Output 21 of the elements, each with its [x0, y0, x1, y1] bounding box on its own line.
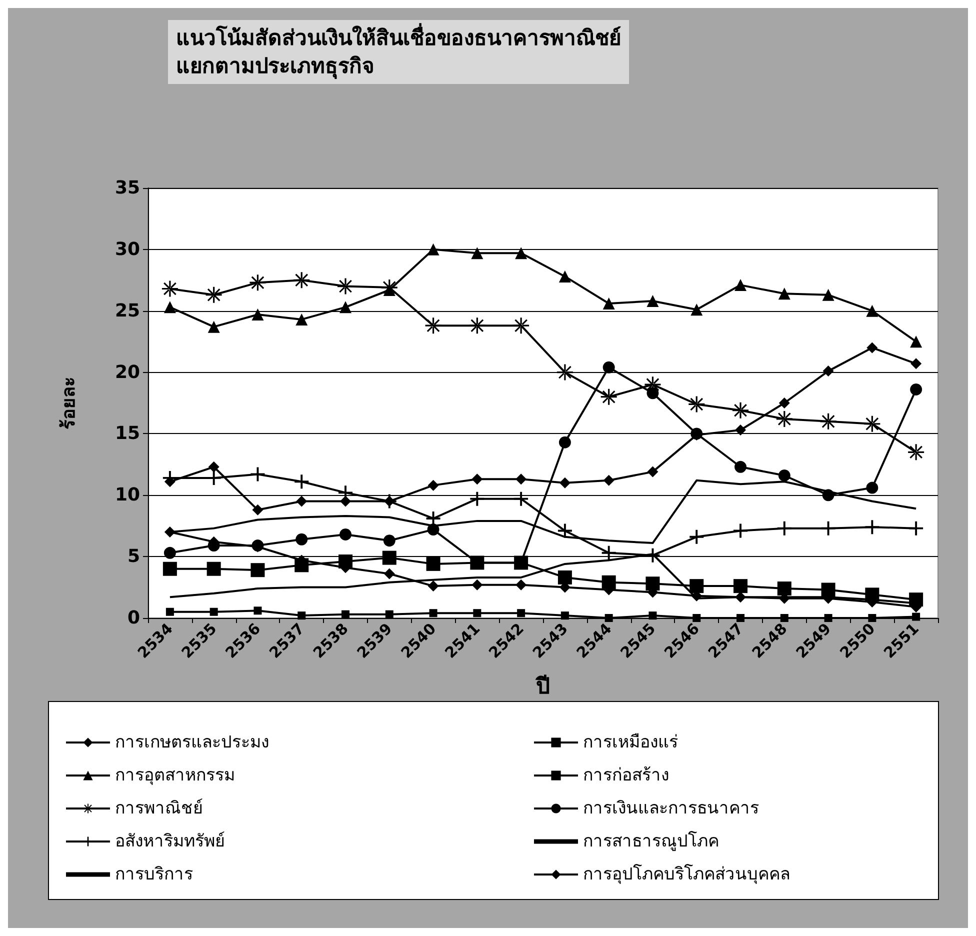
y-tick-label: 25	[114, 300, 140, 322]
legend-label: การเหมืองแร่	[583, 732, 678, 752]
y-tick-label: 15	[114, 423, 140, 444]
y-tick-label: 30	[114, 238, 140, 260]
legend-label: การก่อสร้าง	[583, 766, 669, 786]
y-tick-label: 5	[127, 546, 140, 568]
chart-title: แนวโน้มสัดส่วนเงินให้สินเชื่อของธนาคารพาณิชย์ แยกตามประเภทธุรกิจ	[176, 22, 621, 80]
legend-label: การอุตสาหกรรม	[115, 766, 235, 786]
y-tick-label: 20	[114, 362, 140, 383]
legend-label: การเงินและการธนาคาร	[583, 798, 759, 818]
legend-label: อสังหาริมทรัพย์	[115, 832, 225, 852]
y-tick-label: 35	[114, 178, 140, 198]
x-axis-title: ปี	[535, 674, 550, 700]
legend-label: การเกษตรและประมง	[115, 732, 269, 752]
legend-label: การพาณิชย์	[115, 798, 203, 818]
legend-label: การบริการ	[115, 864, 193, 884]
y-tick-label: 0	[127, 608, 140, 628]
y-tick-label: 10	[114, 484, 140, 506]
legend-label: การอุปโภคบริโภคส่วนบุคคล	[583, 864, 790, 884]
y-axis-title: ร้อยละ	[58, 376, 80, 430]
legend-label: การสาธารณูปโภค	[583, 830, 719, 852]
